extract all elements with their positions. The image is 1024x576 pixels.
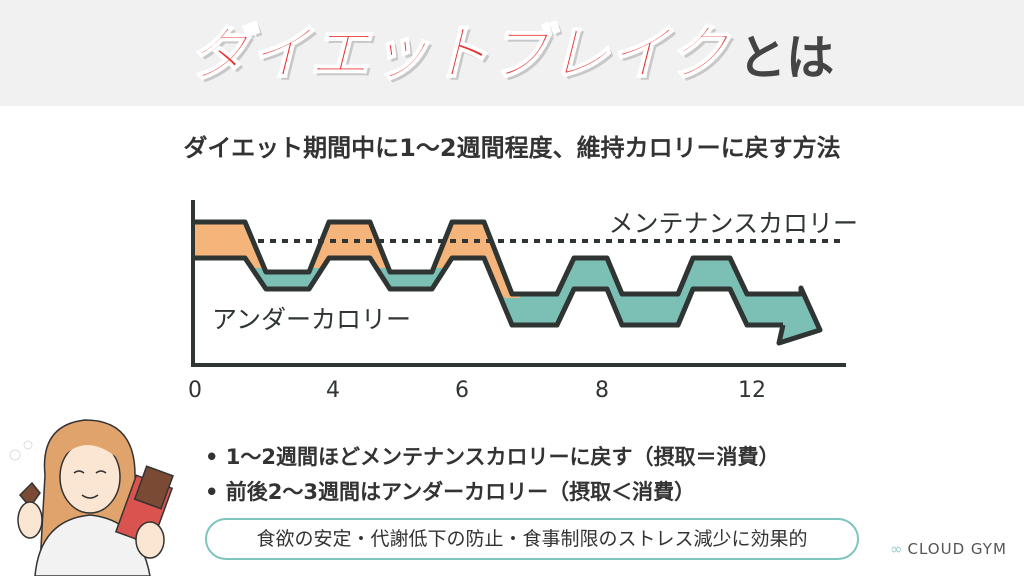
subtitle: ダイエット期間中に1～2週間程度、維持カロリーに戻す方法 <box>183 134 841 162</box>
x-tick: 8 <box>595 378 609 403</box>
bullet-item: • 1～2週間ほどメンテナンスカロリーに戻す（摂取＝消費） <box>205 445 780 469</box>
bullet-note: （摂取＜消費） <box>548 480 696 504</box>
x-tick: 4 <box>326 378 340 403</box>
axes <box>191 200 846 367</box>
diet-break-diagram: メンテナンスカロリー アンダーカロリー 0 4 6 8 12 <box>188 200 858 403</box>
bullet-list: • 1～2週間ほどメンテナンスカロリーに戻す（摂取＝消費） • 前後2～3週間は… <box>205 440 780 510</box>
title-suffix: とは <box>738 30 835 86</box>
bullet-note: （摂取＝消費） <box>632 445 780 469</box>
title-highlight: ダイエットブレイク <box>189 18 729 90</box>
header-band <box>0 0 1024 106</box>
bullet-item: • 前後2～3週間はアンダーカロリー（摂取＜消費） <box>205 480 696 504</box>
upper-line <box>193 219 823 346</box>
bullet-text: 1～2週間ほどメンテナンスカロリーに戻す <box>225 445 633 469</box>
x-tick: 0 <box>188 378 202 403</box>
woman-with-chocolate-illustration <box>9 419 174 576</box>
logo: ∞ CLOUD GYM <box>890 540 1007 558</box>
page-title: ダイエットブレイク とは <box>0 14 1024 98</box>
x-tick: 6 <box>455 378 469 403</box>
x-tick: 12 <box>738 378 766 403</box>
benefit-box: 食欲の安定・代謝低下の防止・食事制限のストレス減少に効果的 <box>205 518 859 560</box>
lower-line <box>193 255 783 328</box>
maintenance-label: メンテナンスカロリー <box>608 209 858 238</box>
bullet-text: 前後2～3週間はアンダーカロリー <box>225 480 549 504</box>
infinity-icon: ∞ <box>890 540 904 558</box>
under-label: アンダーカロリー <box>212 305 411 334</box>
logo-text: CLOUD GYM <box>907 540 1007 558</box>
